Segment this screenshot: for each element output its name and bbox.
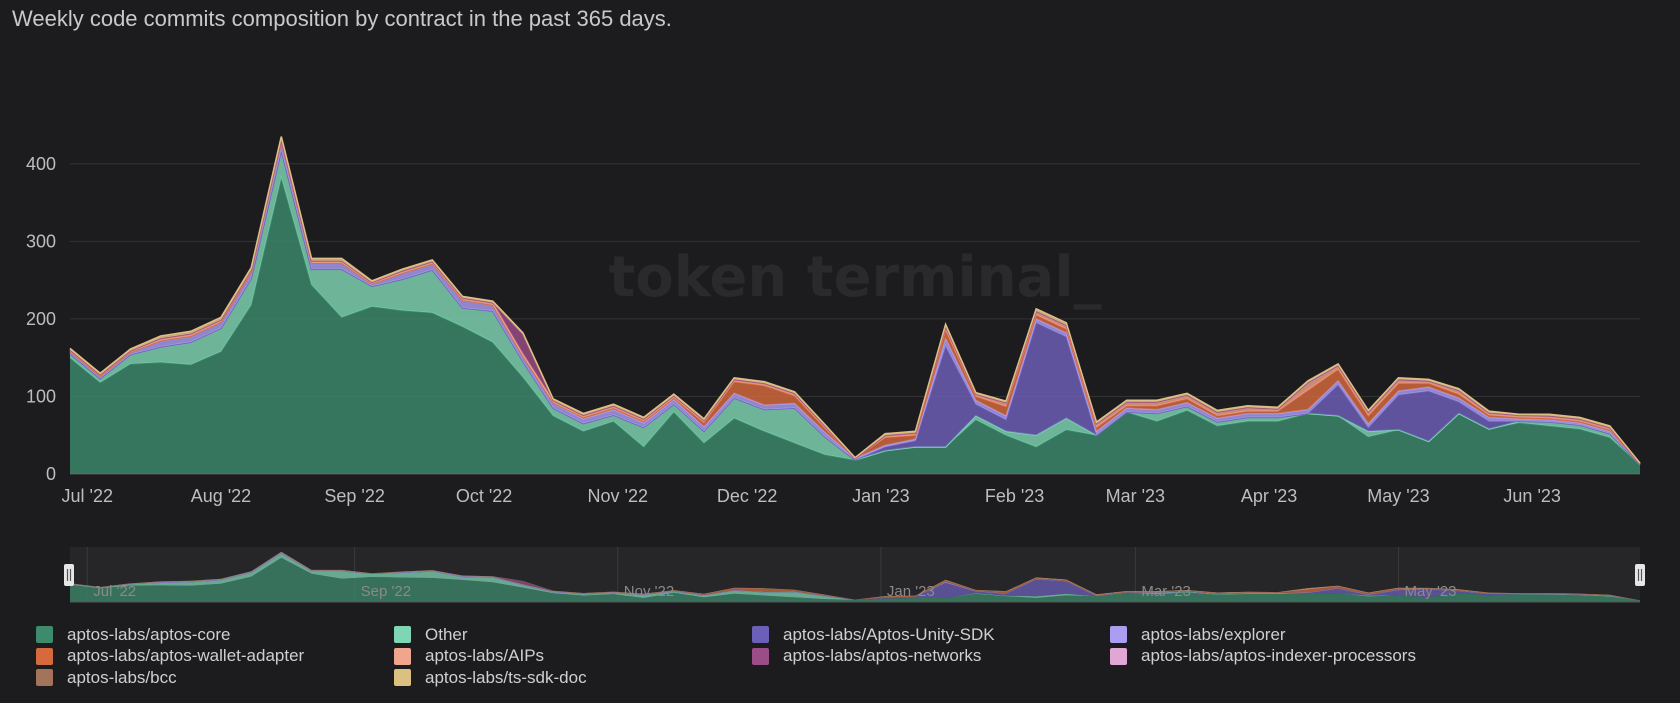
watermark: token terminal_ xyxy=(608,245,1101,310)
area-other xyxy=(70,150,1640,465)
legend-label: aptos-labs/AIPs xyxy=(425,646,545,666)
navigator-tick-label: Nov '22 xyxy=(624,583,674,600)
area-aptos-core xyxy=(70,177,1640,474)
y-tick-label: 200 xyxy=(26,309,56,329)
x-tick-label: Jul '22 xyxy=(62,486,113,506)
navigator-tick-label: Jul '22 xyxy=(93,583,136,600)
navigator-tick-label: Sep '22 xyxy=(361,583,411,600)
x-tick-label: Mar '23 xyxy=(1106,486,1165,506)
legend-label: aptos-labs/explorer xyxy=(1141,624,1286,644)
x-tick-label: Oct '22 xyxy=(456,486,512,506)
legend: aptos-labs/aptos-core Other aptos-labs/Apt… xyxy=(36,624,1636,700)
legend-label: aptos-labs/aptos-core xyxy=(67,624,231,644)
legend-item-other[interactable]: Other xyxy=(394,624,752,646)
legend-item-explorer[interactable]: aptos-labs/explorer xyxy=(1110,624,1468,646)
x-tick-label: Apr '23 xyxy=(1241,486,1297,506)
main-chart: token terminal_ 0 100 200 300 400 Jul '22 Aug… xyxy=(26,136,1641,506)
legend-item-ts-sdk-doc[interactable]: aptos-labs/ts-sdk-doc xyxy=(394,667,752,689)
x-tick-label: Aug '22 xyxy=(191,486,252,506)
chart-title: Weekly code commits composition by contr… xyxy=(12,6,672,31)
legend-swatch xyxy=(36,647,53,665)
legend-swatch xyxy=(394,669,411,687)
range-navigator[interactable]: Jul '22 Sep '22 Nov '22 Jan '23 Mar '23 May '… xyxy=(0,0,1680,620)
legend-swatch xyxy=(1110,626,1127,644)
legend-label: Other xyxy=(425,624,468,644)
legend-item-aptos-indexer-processors[interactable]: aptos-labs/aptos-indexer-processors xyxy=(1110,646,1468,668)
legend-label: aptos-labs/aptos-indexer-processors xyxy=(1141,646,1416,666)
x-tick-label: Jun '23 xyxy=(1503,486,1560,506)
navigator-area-other xyxy=(70,553,1640,601)
legend-swatch xyxy=(1110,647,1127,665)
x-tick-label: Nov '22 xyxy=(588,486,648,506)
area-series xyxy=(69,136,1641,474)
legend-item-bcc[interactable]: aptos-labs/bcc xyxy=(36,667,394,689)
legend-swatch xyxy=(36,626,53,644)
navigator-handle-right[interactable] xyxy=(1635,564,1645,586)
legend-item-aptos-wallet-adapter[interactable]: aptos-labs/aptos-wallet-adapter xyxy=(36,646,394,668)
y-axis: 0 100 200 300 400 xyxy=(26,154,56,484)
legend-label: aptos-labs/ts-sdk-doc xyxy=(425,667,587,687)
legend-swatch xyxy=(752,647,769,665)
legend-item-aptos-unity-sdk[interactable]: aptos-labs/Aptos-Unity-SDK xyxy=(752,624,1110,646)
navigator-series xyxy=(70,551,1640,602)
navigator-handle-left[interactable] xyxy=(64,564,74,586)
legend-swatch xyxy=(394,647,411,665)
y-tick-label: 300 xyxy=(26,231,56,251)
navigator-area-aptos-core xyxy=(70,557,1640,602)
legend-label: aptos-labs/Aptos-Unity-SDK xyxy=(783,624,995,644)
y-tick-label: 400 xyxy=(26,154,56,174)
legend-swatch xyxy=(752,626,769,644)
legend-label: aptos-labs/bcc xyxy=(67,667,177,687)
legend-swatch xyxy=(394,626,411,644)
legend-item-aips[interactable]: aptos-labs/AIPs xyxy=(394,646,752,668)
legend-label: aptos-labs/aptos-networks xyxy=(783,646,982,666)
y-tick-label: 0 xyxy=(46,464,56,484)
x-tick-label: Dec '22 xyxy=(717,486,777,506)
y-tick-label: 100 xyxy=(26,386,56,406)
navigator-ticks: Jul '22 Sep '22 Nov '22 Jan '23 Mar '23 May '… xyxy=(93,583,1456,600)
x-tick-label: Sep '22 xyxy=(324,486,385,506)
legend-item-aptos-core[interactable]: aptos-labs/aptos-core xyxy=(36,624,394,646)
legend-label: aptos-labs/aptos-wallet-adapter xyxy=(67,646,305,666)
line-ts-sdk-doc xyxy=(69,136,1641,464)
navigator-tick-label: Mar '23 xyxy=(1141,583,1191,600)
navigator-tick-label: May '23 xyxy=(1404,583,1456,600)
x-tick-label: Feb '23 xyxy=(985,486,1044,506)
x-axis: Jul '22 Aug '22 Sep '22 Oct '22 Nov '22 Dec '… xyxy=(62,486,1561,506)
x-tick-label: May '23 xyxy=(1367,486,1429,506)
legend-item-aptos-networks[interactable]: aptos-labs/aptos-networks xyxy=(752,646,1110,668)
x-tick-label: Jan '23 xyxy=(852,486,909,506)
legend-swatch xyxy=(36,669,53,687)
navigator-tick-label: Jan '23 xyxy=(887,583,935,600)
